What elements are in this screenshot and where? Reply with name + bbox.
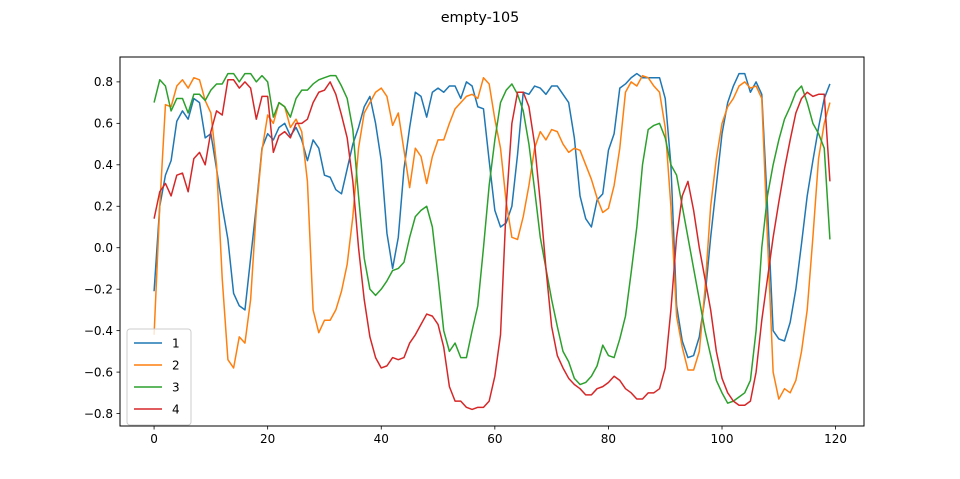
legend-label-1: 1 [172,337,180,351]
chart-title: empty-105 [441,10,520,26]
plot-area-frame [119,56,865,427]
x-tick-label: 40 [374,432,389,446]
series-line-3 [153,72,831,404]
y-axis: −0.8 −0.6 −0.4 −0.2 0.0 0.2 0.4 0.6 0.8 [84,75,120,421]
series-line-2 [153,74,831,400]
legend-box [126,328,192,426]
y-tick-label: 0.8 [94,75,113,89]
legend-label-4: 4 [172,403,180,417]
series-line-1 [153,72,831,359]
series-line-4 [153,79,831,411]
x-tick-label: 100 [711,432,734,446]
x-axis: 0 20 40 60 80 100 120 [150,426,847,446]
y-tick-label: 0.2 [94,200,113,214]
x-tick-label: 0 [150,432,158,446]
legend-label-3: 3 [172,381,180,395]
series-layer [153,72,831,411]
y-tick-label: −0.8 [84,407,113,421]
y-tick-label: 0.6 [94,117,113,131]
legend-label-2: 2 [172,359,180,373]
x-tick-label: 80 [601,432,616,446]
legend: 1 2 3 4 [126,328,192,426]
y-tick-label: −0.2 [84,282,113,296]
y-tick-label: −0.4 [84,324,113,338]
y-tick-label: −0.6 [84,365,113,379]
y-tick-label: 0.0 [94,241,113,255]
x-tick-label: 60 [487,432,502,446]
x-tick-label: 20 [260,432,275,446]
x-tick-label: 120 [824,432,847,446]
y-tick-label: 0.4 [94,158,113,172]
